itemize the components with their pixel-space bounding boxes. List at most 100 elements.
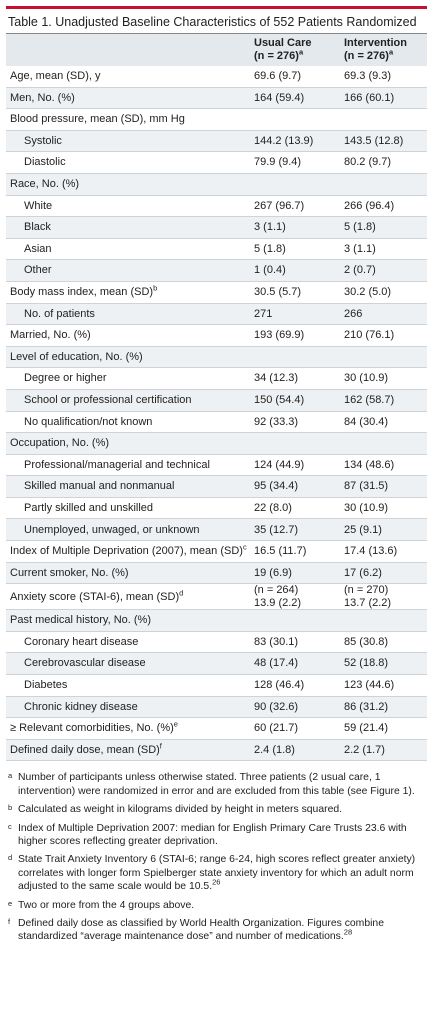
footnote: e Two or more from the 4 groups above. bbox=[8, 899, 425, 912]
cell-value: 34 (12.3) bbox=[254, 372, 299, 385]
cell-intervention: 85 (30.8) bbox=[340, 631, 427, 654]
label-text: Chronic kidney disease bbox=[24, 700, 138, 713]
row: Body mass index, mean (SD)b 30.5 (5.7) 30.… bbox=[6, 281, 427, 304]
label-text: Cerebrovascular disease bbox=[24, 657, 146, 670]
row-label: Level of education, No. (%) bbox=[6, 346, 250, 369]
row-label: Skilled manual and nonmanual bbox=[6, 475, 250, 498]
row-label: Partly skilled and unskilled bbox=[6, 497, 250, 520]
cell-intervention: 266 (96.4) bbox=[340, 195, 427, 218]
cell-usual: 83 (30.1) bbox=[250, 631, 340, 654]
cell-value: 95 (34.4) bbox=[254, 480, 299, 493]
cell-value: 79.9 (9.4) bbox=[254, 156, 302, 169]
label-text: Married, No. (%) bbox=[10, 329, 91, 342]
row-label: Defined daily dose, mean (SD)f bbox=[6, 739, 250, 762]
row-label: Professional/managerial and technical bbox=[6, 454, 250, 477]
row-label: ≥ Relevant comorbidities, No. (%)e bbox=[6, 717, 250, 740]
row: ≥ Relevant comorbidities, No. (%)e 60 (21… bbox=[6, 717, 427, 740]
cell-value: 83 (30.1) bbox=[254, 635, 299, 648]
cell-value: 30 (10.9) bbox=[344, 372, 389, 385]
cell-value: 87 (31.5) bbox=[344, 480, 389, 493]
footnote: c Index of Multiple Deprivation 2007: med… bbox=[8, 822, 425, 849]
label-text: Blood pressure, mean (SD), mm Hg bbox=[10, 113, 185, 126]
cell-value: 2.4 (1.8) bbox=[254, 743, 295, 756]
row-label: Coronary heart disease bbox=[6, 631, 250, 654]
cell-intervention: 30 (10.9) bbox=[340, 367, 427, 390]
cell-value: 266 bbox=[344, 307, 363, 320]
cell-intervention: 84 (30.4) bbox=[340, 411, 427, 434]
label-text: Professional/managerial and technical bbox=[24, 458, 210, 471]
footnote-mark: e bbox=[8, 898, 13, 908]
cell-value: 85 (30.8) bbox=[344, 635, 389, 648]
cell-usual: 5 (1.8) bbox=[250, 238, 340, 261]
cell-value: 17.4 (13.6) bbox=[344, 545, 398, 558]
cell-value: 144.2 (13.9) bbox=[254, 134, 314, 147]
cell-value: 30 (10.9) bbox=[344, 501, 389, 514]
row: Unemployed, unwaged, or unknown 35 (12.7)… bbox=[6, 518, 427, 542]
cell-usual: 193 (69.9) bbox=[250, 324, 340, 347]
label-text: Skilled manual and nonmanual bbox=[24, 480, 175, 493]
cell-intervention: 30.2 (5.0) bbox=[340, 281, 427, 304]
cell-value: 123 (44.6) bbox=[344, 679, 395, 692]
cell-value: 266 (96.4) bbox=[344, 199, 395, 212]
cell-value: 3 (1.1) bbox=[344, 242, 376, 255]
row: No qualification/not known 92 (33.3) 84 (3… bbox=[6, 411, 427, 434]
footnote-ref: 26 bbox=[212, 877, 221, 887]
footnote-text: Number of participants unless otherwise … bbox=[18, 772, 415, 797]
label-text: Past medical history, No. (%) bbox=[10, 614, 152, 627]
cell-value: 17 (6.2) bbox=[344, 566, 382, 579]
cell-usual: 22 (8.0) bbox=[250, 497, 340, 520]
row: Coronary heart disease 83 (30.1) 85 (30.8) bbox=[6, 631, 427, 654]
table: Usual Care (n = 276)a Intervention (n = 27… bbox=[6, 34, 427, 762]
label-text: Systolic bbox=[24, 134, 62, 147]
cell-value: 22 (8.0) bbox=[254, 501, 292, 514]
cell-value: 30.5 (5.7) bbox=[254, 285, 302, 298]
cell-intervention: 143.5 (12.8) bbox=[340, 130, 427, 153]
row: Men, No. (%) 164 (59.4) 166 (60.1) bbox=[6, 87, 427, 110]
cell-usual bbox=[250, 609, 340, 632]
cell-usual: 267 (96.7) bbox=[250, 195, 340, 218]
row-label: Other bbox=[6, 259, 250, 282]
cell-intervention: 59 (21.4) bbox=[340, 717, 427, 740]
footnote: a Number of participants unless otherwise… bbox=[8, 771, 425, 798]
cell-usual: 90 (32.6) bbox=[250, 696, 340, 719]
row: Current smoker, No. (%) 19 (6.9) 17 (6.2) bbox=[6, 562, 427, 585]
label-text: No. of patients bbox=[24, 307, 95, 320]
cell-value: 267 (96.7) bbox=[254, 199, 305, 212]
cell-intervention: 69.3 (9.3) bbox=[340, 66, 427, 88]
cell-usual: 271 bbox=[250, 303, 340, 326]
row-label: Diabetes bbox=[6, 674, 250, 697]
row-label: Men, No. (%) bbox=[6, 87, 250, 110]
row-label: School or professional certification bbox=[6, 389, 250, 412]
footnote-text: Index of Multiple Deprivation 2007: medi… bbox=[18, 822, 407, 848]
cell-usual: 3 (1.1) bbox=[250, 216, 340, 239]
cell-usual: 92 (33.3) bbox=[250, 411, 340, 434]
cell-usual: 34 (12.3) bbox=[250, 367, 340, 390]
cell-intervention bbox=[340, 609, 427, 632]
row: Blood pressure, mean (SD), mm Hg bbox=[6, 108, 427, 131]
cell-value: 92 (33.3) bbox=[254, 415, 299, 428]
row: Asian 5 (1.8) 3 (1.1) bbox=[6, 238, 427, 261]
cell-usual: 124 (44.9) bbox=[250, 454, 340, 477]
cell-intervention: 162 (58.7) bbox=[340, 389, 427, 412]
row: Race, No. (%) bbox=[6, 173, 427, 196]
footnote-ref: 28 bbox=[343, 928, 353, 937]
cell-line: 13.9 (2.2) bbox=[254, 596, 302, 609]
cell-value: 210 (76.1) bbox=[344, 329, 395, 342]
cell-usual: 16.5 (11.7) bbox=[250, 540, 340, 563]
footnote: b Calculated as weight in kilograms divid… bbox=[8, 803, 425, 816]
cell-value: 90 (32.6) bbox=[254, 700, 299, 713]
row-label: Systolic bbox=[6, 130, 250, 153]
cell-value: 80.2 (9.7) bbox=[344, 156, 392, 169]
label-sup: c bbox=[242, 542, 247, 552]
cell-intervention: 3 (1.1) bbox=[340, 238, 427, 261]
row: No. of patients 271 266 bbox=[6, 303, 427, 326]
table-title: Table 1. Unadjusted Baseline Characteris… bbox=[6, 6, 427, 34]
cell-value: 2 (0.7) bbox=[344, 264, 376, 277]
cell-value: 30.2 (5.0) bbox=[344, 285, 392, 298]
cell-intervention: 86 (31.2) bbox=[340, 696, 427, 719]
cell-value: 5 (1.8) bbox=[254, 242, 286, 255]
label-sup: f bbox=[159, 741, 162, 751]
cell-value: 84 (30.4) bbox=[344, 415, 389, 428]
label-text: Unemployed, unwaged, or unknown bbox=[24, 523, 200, 536]
cell-value: 52 (18.8) bbox=[344, 657, 389, 670]
